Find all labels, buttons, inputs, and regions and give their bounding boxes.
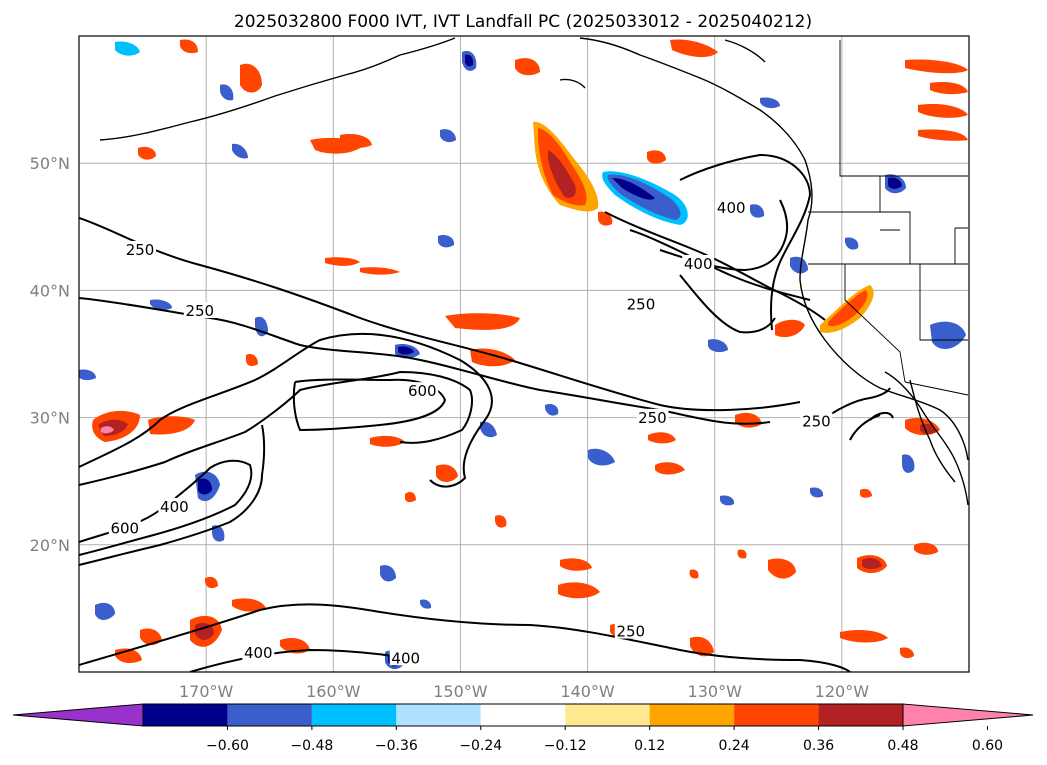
contour-label-bg — [158, 497, 191, 514]
contour-label-bg — [682, 254, 715, 271]
coastlines — [99, 37, 969, 506]
contour-label-bg — [183, 302, 216, 319]
latitude-label: 40°N — [30, 281, 70, 300]
contour-labels: 250 250 600 600 400 400 400 250 250 250 250 400 400 — [108, 198, 833, 667]
longitude-label: 120°W — [815, 682, 870, 701]
latitude-label: 50°N — [30, 154, 70, 173]
colorbar-tick-label: −0.36 — [375, 738, 418, 754]
contour-label-bg — [108, 519, 141, 536]
plot-area — [79, 36, 969, 672]
colorbar-tick-label: 0.60 — [972, 738, 1003, 754]
contour-label-bg — [624, 295, 657, 312]
contour-label-bg — [242, 644, 275, 661]
colorbar-segment — [734, 704, 819, 726]
contour-label: 600 — [408, 382, 437, 400]
contour-label: 400 — [244, 644, 273, 662]
contour-label: 250 — [627, 296, 656, 314]
latitude-labels: 20°N 30°N 40°N 50°N — [30, 154, 70, 555]
longitude-labels: 170°W 160°W 150°W 140°W 130°W 120°W — [179, 682, 869, 701]
contour-label: 250 — [638, 409, 667, 427]
colorbar: −0.60 −0.48 −0.36 −0.24 −0.12 0.12 0.24 0.36 0.4… — [12, 703, 1034, 754]
longitude-label: 160°W — [306, 682, 361, 701]
colorbar-extend-max — [902, 703, 1034, 727]
colorbar-tick-label: 0.48 — [887, 738, 918, 754]
contour-label-bg — [636, 408, 669, 425]
colorbar-segment — [311, 704, 397, 726]
colorbar-tick-label: −0.12 — [544, 738, 587, 754]
plot-frame — [78, 35, 970, 673]
latitude-label: 30°N — [30, 409, 70, 428]
colorbar-frame — [142, 703, 904, 727]
colorbar-tick-label: −0.60 — [206, 738, 249, 754]
colorbar-tick-label: 0.36 — [803, 738, 834, 754]
contour-label: 250 — [126, 241, 155, 259]
longitude-label: 170°W — [179, 682, 234, 701]
ivt-negative-anomalies — [79, 41, 966, 670]
contour-label-bg — [800, 412, 833, 429]
colorbar-tick-label: 0.24 — [719, 738, 750, 754]
colorbar-extend-min — [12, 703, 144, 727]
colorbar-segment — [565, 704, 650, 726]
contour-label-bg — [389, 649, 422, 666]
colorbar-segment — [227, 704, 312, 726]
colorbar-segment — [649, 704, 735, 726]
ivt-positive-anomalies — [92, 39, 968, 664]
contour-label: 600 — [110, 520, 139, 538]
contour-label: 400 — [684, 255, 713, 273]
contour-label-bg — [406, 382, 439, 399]
colorbar-segment — [480, 704, 566, 726]
contour-label: 400 — [160, 498, 189, 516]
map-title: 2025032800 F000 IVT, IVT Landfall PC (20… — [234, 12, 812, 32]
contour-label-bg — [124, 240, 157, 257]
contour-label: 400 — [717, 199, 746, 217]
colorbar-segment — [143, 704, 228, 726]
colorbar-tick-label: 0.12 — [634, 738, 665, 754]
contour-label: 400 — [391, 649, 420, 667]
contour-label-bg — [715, 198, 748, 215]
longitude-label: 150°W — [433, 682, 488, 701]
contour-label-bg — [614, 622, 647, 639]
colorbar-segment — [396, 704, 481, 726]
contour-label: 250 — [185, 302, 214, 320]
contour-label: 250 — [616, 623, 645, 641]
colorbar-tick-label: −0.24 — [459, 738, 502, 754]
state-borders — [808, 40, 969, 396]
colorbar-tick-label: −0.48 — [290, 738, 333, 754]
longitude-label: 140°W — [560, 682, 615, 701]
contour-label: 250 — [802, 413, 831, 431]
longitude-label: 130°W — [688, 682, 743, 701]
latitude-label: 20°N — [30, 536, 70, 555]
colorbar-segment — [818, 704, 903, 726]
